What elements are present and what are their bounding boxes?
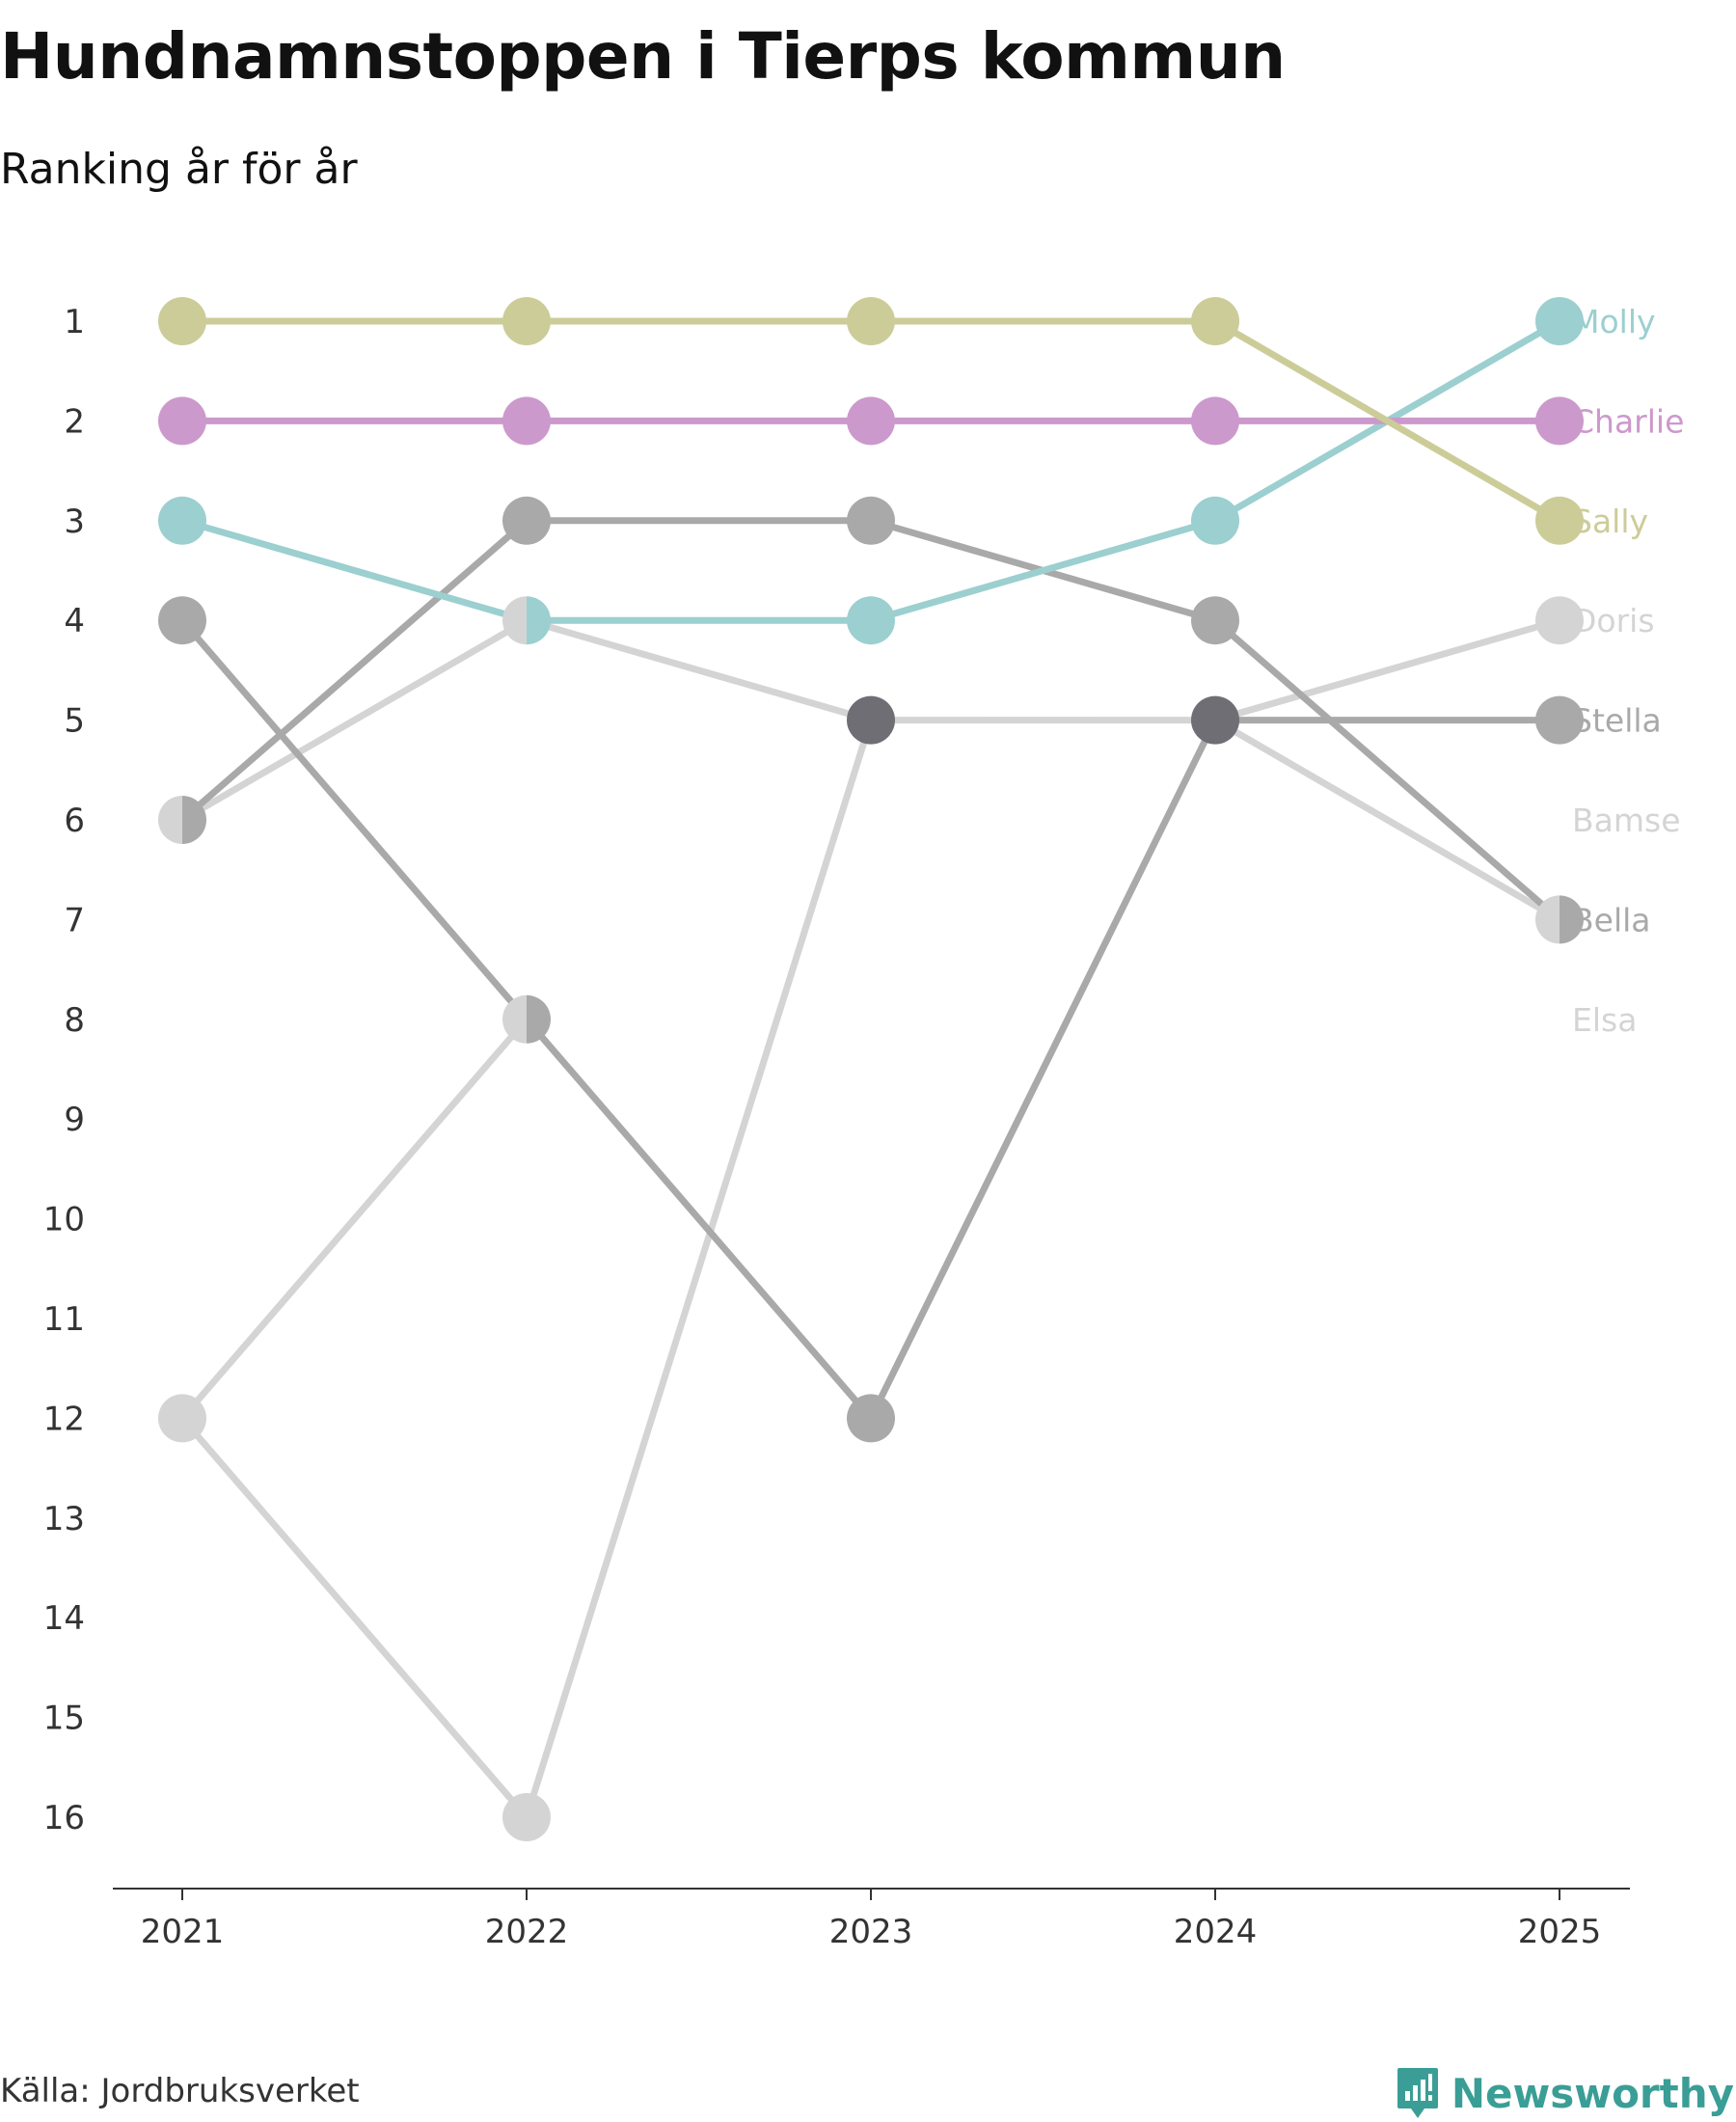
marker-bella-2023 [847,496,895,545]
y-tick-label-16: 16 [43,1799,85,1837]
y-tick-label-3: 3 [64,503,85,541]
series-line-molly-2021-2022 [178,517,530,624]
series-line-bamse-2022-2023 [523,717,875,1821]
y-tick-label-15: 15 [43,1700,85,1738]
x-tick-label-2021: 2021 [141,1913,225,1951]
series-label-bella: Bella [1572,901,1651,939]
marker-half-elsa [1535,895,1560,944]
series-line-elsa-2024-2025 [1211,717,1563,923]
marker-sally-2024 [1191,297,1239,345]
series-line-doris-2024-2025 [1211,616,1563,724]
series-line-bamse-2021-2022 [178,1414,530,1821]
marker-charlie-2023 [847,396,895,446]
marker-doris-2025 [1535,596,1584,645]
series-line-doris-2021-2022 [178,616,530,824]
marker-charlie-2024 [1191,396,1239,446]
marker-stella-2025 [1535,695,1584,745]
chart-subtitle: Ranking år för år [0,145,358,194]
marker-stella-2023 [847,1394,895,1443]
series-line-sally-2024-2025 [1211,317,1563,525]
y-tick-label-2: 2 [64,402,85,441]
marker-bella-2024 [1191,596,1239,645]
series-label-bamse: Bamse [1572,802,1681,839]
y-tick-label-13: 13 [43,1500,85,1538]
marker-half-bella [182,796,206,844]
marker-molly-2025 [1535,297,1584,345]
x-tick-label-2022: 2022 [485,1913,569,1951]
series-lines [178,317,1563,1821]
y-tick-label-12: 12 [43,1400,85,1438]
series-label-doris: Doris [1572,602,1655,639]
y-tick-label-9: 9 [64,1101,85,1139]
x-axis: 2021 2022 2023 2024 2025 [113,1888,1630,1951]
series-end-labels: Molly Charlie Sally Doris Stella Bamse Bella El… [1572,303,1684,1039]
series-label-elsa: Elsa [1572,1001,1637,1039]
series-label-stella: Stella [1572,702,1662,740]
y-tick-label-4: 4 [64,602,85,640]
series-label-molly: Molly [1572,303,1656,340]
marker-half-elsa [502,994,527,1044]
marker-elsa-doris-stella-2024 [1191,695,1239,745]
marker-half-doris [502,596,527,645]
y-tick-label-5: 5 [64,702,85,741]
series-line-stella-2021-2022 [178,616,530,1023]
x-tick-label-2025: 2025 [1518,1913,1602,1951]
y-tick-label-10: 10 [43,1201,85,1239]
y-tick-label-1: 1 [64,303,85,341]
series-line-stella-2023-2024 [867,717,1219,1422]
brand-logo: Newsworthy [1396,2064,1734,2122]
marker-charlie-2025 [1535,396,1584,446]
marker-half-stella [527,994,551,1044]
x-tick-label-2023: 2023 [829,1913,913,1951]
marker-bamse-2022 [502,1793,551,1841]
marker-sally-2022 [502,297,551,345]
marker-molly-2023 [847,596,895,645]
marker-bamse-2021 [158,1394,206,1443]
marker-elsa-bella-2025 [1535,895,1584,944]
y-tick-label-11: 11 [43,1300,85,1339]
marker-doris-molly-2022 [502,596,551,645]
brand-name: Newsworthy [1451,2069,1734,2117]
source-note: Källa: Jordbruksverket [0,2072,360,2110]
marker-bamse-doris-2023 [847,695,895,745]
series-line-molly-2023-2024 [867,517,1219,624]
newsworthy-logo-icon [1397,2068,1438,2118]
y-tick-label-8: 8 [64,1001,85,1040]
marker-sally-2021 [158,297,206,345]
chart-title: Hundnamnstoppen i Tierps kommun [0,19,1286,94]
marker-charlie-2022 [502,396,551,446]
marker-sally-2025 [1535,496,1584,545]
y-tick-label-6: 6 [64,802,85,840]
marker-sally-2023 [847,297,895,345]
series-line-bella-2021-2022 [178,517,530,824]
marker-bella-2022 [502,496,551,545]
series-line-doris-2022-2023 [523,616,875,724]
series-line-stella-2022-2023 [523,1016,875,1422]
marker-stella-2021 [158,596,206,645]
y-tick-label-7: 7 [64,901,85,939]
series-label-sally: Sally [1572,503,1648,540]
marker-molly-2024 [1191,496,1239,545]
marker-half-molly [527,596,551,645]
y-tick-label-14: 14 [43,1599,85,1638]
series-line-bella-2024-2025 [1211,616,1563,923]
marker-half-doris [158,796,182,844]
marker-charlie-2021 [158,396,206,446]
marker-molly-2021 [158,496,206,545]
series-line-elsa-2021-2022 [178,1016,530,1422]
marker-half-bella [1560,895,1584,944]
x-tick-label-2024: 2024 [1174,1913,1258,1951]
marker-elsa-stella-2022 [502,994,551,1044]
series-label-charlie: Charlie [1572,402,1684,440]
series-markers [158,297,1584,1841]
marker-doris-bella-2021 [158,796,206,844]
